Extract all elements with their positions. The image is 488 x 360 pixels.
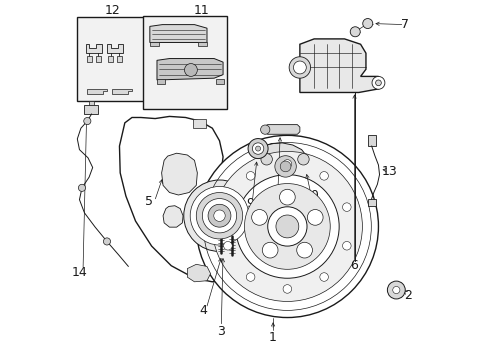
Text: 10: 10 — [303, 189, 319, 202]
Circle shape — [279, 189, 295, 205]
Text: 1: 1 — [268, 331, 276, 344]
Circle shape — [251, 210, 267, 225]
Text: 5: 5 — [144, 195, 152, 208]
Polygon shape — [264, 125, 299, 134]
Text: 8: 8 — [271, 219, 279, 232]
Circle shape — [190, 186, 248, 245]
Circle shape — [196, 135, 378, 318]
Text: 4: 4 — [199, 304, 207, 317]
Circle shape — [235, 175, 339, 278]
Polygon shape — [187, 264, 210, 282]
Bar — [367, 135, 375, 146]
Polygon shape — [87, 89, 107, 94]
Circle shape — [223, 242, 232, 250]
Bar — [192, 119, 206, 128]
Circle shape — [342, 203, 350, 211]
Text: 12: 12 — [104, 4, 120, 17]
Bar — [367, 199, 375, 206]
Circle shape — [184, 64, 197, 76]
Text: 14: 14 — [71, 266, 87, 279]
Circle shape — [246, 273, 254, 281]
Text: 13: 13 — [381, 165, 396, 177]
Circle shape — [288, 57, 310, 78]
Circle shape — [213, 210, 225, 221]
Circle shape — [223, 203, 232, 211]
Circle shape — [283, 159, 291, 168]
Text: 6: 6 — [350, 258, 358, 271]
Circle shape — [386, 281, 405, 299]
Bar — [108, 56, 113, 62]
Text: 9: 9 — [246, 197, 254, 210]
Bar — [117, 56, 122, 62]
Text: 3: 3 — [217, 325, 225, 338]
Circle shape — [247, 139, 267, 158]
Circle shape — [293, 61, 305, 74]
Circle shape — [103, 238, 110, 245]
Polygon shape — [299, 39, 378, 93]
Circle shape — [260, 125, 269, 134]
Circle shape — [342, 242, 350, 250]
Circle shape — [280, 161, 290, 172]
Circle shape — [392, 287, 399, 294]
Polygon shape — [85, 44, 102, 53]
Polygon shape — [261, 143, 309, 190]
Circle shape — [362, 18, 372, 28]
Circle shape — [371, 76, 384, 89]
Circle shape — [83, 117, 91, 125]
Circle shape — [319, 172, 328, 180]
Polygon shape — [107, 44, 123, 53]
Circle shape — [255, 146, 260, 151]
Bar — [84, 105, 98, 114]
Circle shape — [207, 204, 230, 227]
Polygon shape — [119, 116, 244, 282]
Polygon shape — [163, 206, 183, 227]
Circle shape — [183, 180, 255, 251]
Circle shape — [349, 27, 360, 37]
Circle shape — [246, 172, 254, 180]
Circle shape — [252, 143, 263, 154]
Polygon shape — [157, 59, 223, 80]
Text: 2: 2 — [404, 288, 411, 302]
Bar — [77, 18, 149, 102]
Bar — [149, 42, 159, 46]
Bar — [216, 79, 224, 84]
Circle shape — [202, 199, 236, 233]
Circle shape — [274, 156, 296, 177]
Circle shape — [267, 207, 306, 246]
Circle shape — [244, 184, 329, 269]
Circle shape — [297, 154, 308, 165]
Circle shape — [275, 215, 298, 238]
Bar — [95, 56, 101, 62]
Bar — [198, 42, 206, 46]
Circle shape — [196, 193, 242, 239]
Circle shape — [375, 80, 381, 86]
Bar — [89, 102, 94, 105]
Circle shape — [262, 242, 278, 258]
Text: 7: 7 — [400, 18, 407, 31]
Polygon shape — [112, 89, 132, 94]
Bar — [86, 56, 91, 62]
Polygon shape — [162, 153, 197, 195]
Circle shape — [78, 184, 85, 192]
Circle shape — [296, 242, 312, 258]
Text: 11: 11 — [193, 4, 209, 17]
Bar — [142, 16, 226, 109]
Circle shape — [261, 154, 272, 165]
Polygon shape — [149, 24, 206, 42]
Circle shape — [319, 273, 328, 281]
Circle shape — [307, 210, 323, 225]
Bar — [157, 79, 164, 84]
Circle shape — [283, 285, 291, 293]
Circle shape — [212, 152, 362, 301]
